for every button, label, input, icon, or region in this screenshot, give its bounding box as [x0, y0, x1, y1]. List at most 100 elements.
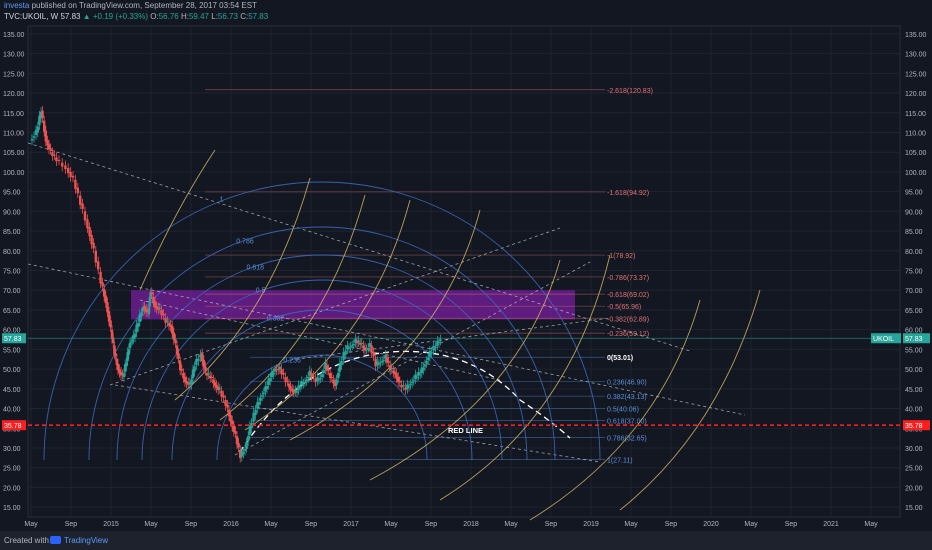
candle-body: [387, 361, 390, 363]
candle-body: [57, 160, 61, 162]
candle-body: [162, 313, 165, 316]
close-value: 57.83: [248, 12, 269, 21]
fib-level-label: -0.786(73.37): [607, 275, 649, 282]
candle-body: [213, 382, 217, 387]
y-tick-label-right: 105.00: [905, 150, 927, 157]
candle-body: [166, 320, 169, 322]
fib-arc-label: 1: [220, 197, 224, 204]
candle-body: [365, 349, 368, 351]
x-tick-label: May: [264, 521, 278, 528]
fib-level-label: -0.382(62.89): [607, 316, 649, 323]
last-price: 57.83: [60, 12, 81, 21]
fib-arc-label: 0.5: [256, 288, 266, 295]
trend-line: [234, 261, 591, 456]
candle-body: [49, 148, 52, 150]
candle-body: [354, 339, 357, 343]
y-tick-label-left: 80.00: [3, 249, 21, 256]
candle-body: [289, 386, 292, 391]
grid: [27, 25, 901, 518]
candle-body: [86, 219, 89, 229]
candle-body: [160, 309, 163, 316]
candle-body: [422, 367, 425, 370]
candle-body: [240, 451, 243, 457]
time-arc: [174, 177, 311, 401]
low-value: 56.73: [217, 12, 238, 21]
price-change: ▲ +0.19 (+0.33%): [82, 12, 149, 21]
candle-body: [415, 376, 419, 378]
open-value: 56.76: [158, 12, 179, 21]
red-line: RED LINE: [28, 424, 900, 435]
y-tick-label-left: 125.00: [3, 71, 25, 78]
candle-body: [51, 152, 54, 157]
author-name[interactable]: investa: [4, 1, 30, 10]
candle-body: [46, 140, 49, 146]
candle-body: [122, 372, 126, 377]
candle-body: [218, 388, 221, 390]
candle-body: [167, 323, 171, 326]
candle-body: [250, 422, 253, 429]
candle-body: [319, 378, 322, 380]
candle-body: [177, 353, 180, 359]
fib-level-label: -1.618(94.92): [607, 190, 649, 197]
candle-body: [127, 349, 130, 355]
candle-body: [384, 354, 387, 359]
candle-body: [212, 379, 215, 384]
candle-body: [114, 353, 117, 357]
y-tick-label-right: 135.00: [905, 32, 927, 39]
candle-body: [411, 382, 414, 384]
symbol-line: TVC:UKOIL, W: [4, 12, 59, 21]
y-tick-label-left: 70.00: [3, 288, 21, 295]
last-price-label-left: 57.83: [4, 336, 22, 343]
x-tick-label: Sep: [425, 521, 438, 528]
candle-body: [104, 295, 107, 304]
candle-body: [128, 342, 132, 349]
y-tick-label-right: 130.00: [905, 52, 927, 59]
candle-body: [237, 442, 240, 448]
candle-body: [101, 282, 104, 287]
candle-body: [191, 369, 195, 379]
candle-body: [188, 382, 191, 384]
candle-body: [164, 317, 167, 323]
candle-body: [179, 361, 182, 371]
time-arc: [619, 289, 761, 511]
fib-level-label: 0.236(46.90): [607, 379, 647, 386]
red-line-tag-right: [903, 420, 930, 431]
publish-info: investa published on TradingView.com, Se…: [4, 1, 257, 10]
candle-body: [217, 386, 220, 391]
candle-body: [389, 365, 392, 371]
trend-line: [289, 317, 611, 361]
fib-level-label: 0.382(43.13): [607, 394, 647, 401]
candle-body: [417, 372, 420, 376]
candle-body: [333, 382, 337, 387]
price-chart[interactable]: 0(53.01) 0.236(46.90) 0.382(43.13) 0.5(40.0…: [0, 0, 932, 531]
time-arc: [244, 199, 411, 431]
created-with-text: Created with: [4, 536, 49, 545]
y-tick-label-left: 65.00: [3, 308, 21, 315]
candle-body: [317, 379, 321, 381]
candle-body: [430, 351, 433, 354]
y-tick-label-left: 75.00: [3, 269, 21, 276]
candle-body: [419, 374, 422, 376]
y-tick-label-left: 120.00: [3, 91, 25, 98]
candle-body: [370, 345, 373, 354]
fib-level-label: 0.786(32.65): [607, 436, 647, 443]
candle-body: [312, 375, 315, 377]
candle-body: [131, 340, 134, 342]
candle-body: [43, 120, 46, 132]
candle-body: [235, 436, 239, 445]
close-label: C:: [240, 12, 249, 21]
last-price-tag-right: [903, 333, 930, 344]
candle-body: [367, 347, 370, 349]
candle-body: [392, 370, 395, 373]
candle-body: [239, 449, 242, 458]
candle-body: [92, 242, 95, 249]
tradingview-logo-icon: [50, 536, 61, 544]
candle-body: [67, 167, 70, 174]
candle-body: [141, 307, 145, 312]
candle-body: [106, 302, 109, 313]
candle-body: [231, 420, 234, 427]
candle-body: [195, 358, 198, 366]
x-tick-label: Sep: [305, 521, 318, 528]
tradingview-brand[interactable]: TradingView: [64, 536, 109, 545]
red-line-tag-left: [2, 420, 26, 431]
